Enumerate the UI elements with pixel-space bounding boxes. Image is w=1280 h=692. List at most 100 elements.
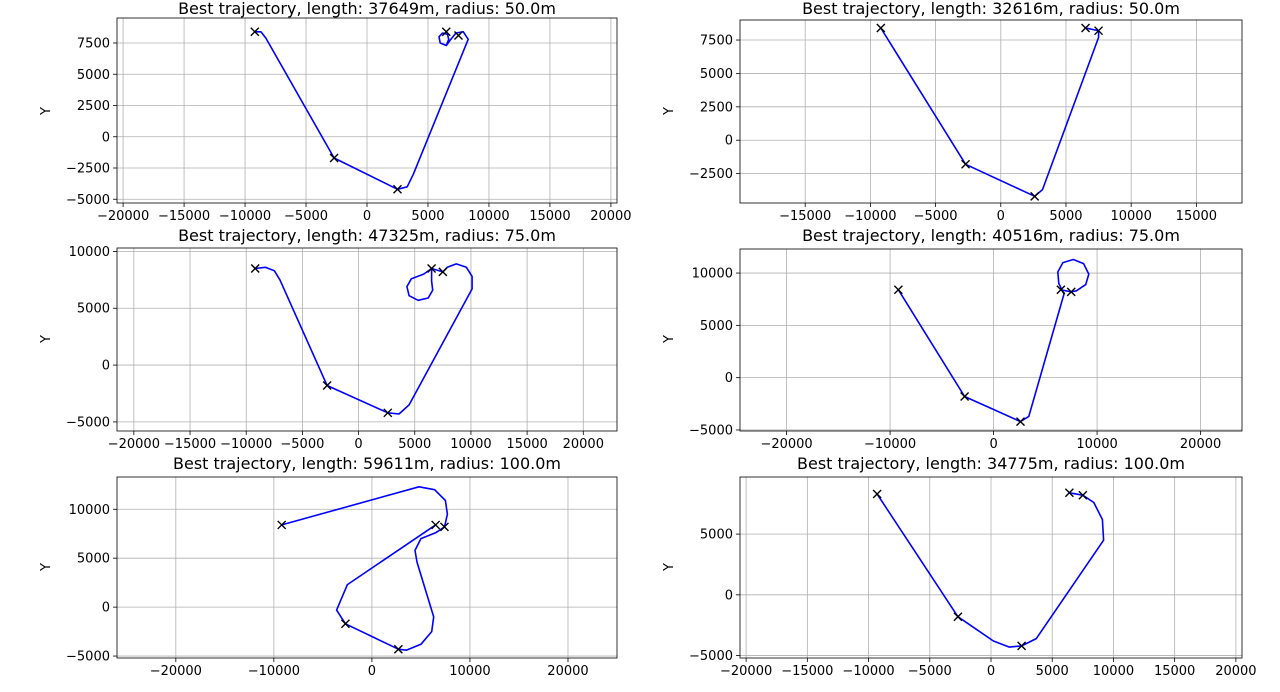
x-tick-label: −10000 (219, 209, 271, 224)
trajectory-line (876, 492, 1105, 648)
x-tick-label: −10000 (842, 664, 894, 679)
waypoint-marker (1066, 287, 1076, 297)
y-tick-label: −5000 (689, 649, 733, 664)
waypoint-marker (1016, 417, 1025, 427)
waypoint-marker (340, 619, 350, 629)
x-tick-label: −5000 (284, 209, 328, 224)
y-tick-label: 5000 (700, 67, 733, 82)
x-tick-label: 15000 (1154, 664, 1195, 679)
subplot-title: Best trajectory, length: 37649m, radius:… (178, 0, 556, 18)
y-tick-label: −5000 (66, 193, 110, 208)
trajectory-line (254, 263, 473, 415)
x-tick-label: 5000 (1036, 664, 1069, 679)
x-tick-label: −10000 (864, 437, 916, 452)
x-tick-label: 10000 (450, 437, 491, 452)
y-tick-label: 5000 (700, 319, 733, 334)
y-tick-label: −5000 (66, 415, 110, 430)
plot-background (117, 477, 617, 658)
x-tick-label: 15000 (1176, 209, 1217, 224)
subplot-title: Best trajectory, length: 59611m, radius:… (173, 454, 561, 473)
x-tick-label: 10000 (468, 209, 509, 224)
x-tick-label: 15000 (506, 437, 547, 452)
waypoint-marker (439, 522, 449, 532)
waypoint-marker (392, 184, 402, 194)
x-tick-label: 5000 (411, 209, 444, 224)
x-tick-label: 20000 (547, 664, 588, 679)
x-tick-label: 5000 (1049, 209, 1082, 224)
y-axis-label: Y (39, 563, 54, 572)
waypoint-marker (960, 391, 970, 401)
x-tick-label: −20000 (720, 664, 772, 679)
subplot-title: Best trajectory, length: 47325m, radius:… (178, 226, 556, 245)
y-tick-label: 10000 (69, 503, 110, 518)
subplot-2: Best trajectory, length: 32616m, radius:… (662, 0, 1243, 224)
x-tick-label: −20000 (150, 664, 202, 679)
x-tick-label: −20000 (760, 437, 812, 452)
x-tick-label: 15000 (529, 209, 570, 224)
waypoint-marker (277, 520, 287, 530)
subplot-title: Best trajectory, length: 40516m, radius:… (802, 226, 1180, 245)
x-tick-label: 5000 (398, 437, 431, 452)
subplot-4: Best trajectory, length: 40516m, radius:… (662, 226, 1243, 452)
y-tick-label: 0 (725, 134, 733, 149)
waypoint-marker (1056, 285, 1066, 295)
x-tick-label: −20000 (97, 209, 149, 224)
waypoint-marker (329, 153, 339, 163)
y-tick-label: 5000 (77, 302, 110, 317)
trajectory-line (254, 31, 469, 191)
y-tick-label: 0 (102, 601, 110, 616)
plot-area (117, 477, 617, 658)
plot-area (117, 248, 617, 431)
x-tick-label: 0 (997, 209, 1005, 224)
y-tick-label: 0 (725, 371, 733, 386)
y-axis-label: Y (662, 107, 677, 116)
x-tick-label: 0 (363, 209, 371, 224)
waypoint-marker (953, 612, 963, 622)
x-tick-label: −10000 (220, 437, 272, 452)
y-tick-label: −5000 (689, 423, 733, 438)
y-tick-label: 7500 (77, 37, 110, 52)
x-tick-label: 0 (354, 437, 362, 452)
waypoint-marker (1081, 23, 1091, 33)
subplot-5: Best trajectory, length: 59611m, radius:… (39, 454, 618, 679)
x-tick-label: 10000 (1076, 437, 1117, 452)
subplot-3: Best trajectory, length: 47325m, radius:… (39, 226, 618, 452)
x-tick-label: 20000 (563, 437, 604, 452)
y-tick-label: 5000 (700, 528, 733, 543)
waypoint-marker (250, 27, 260, 37)
x-tick-label: 10000 (1093, 664, 1134, 679)
y-tick-label: 2500 (77, 99, 110, 114)
y-tick-label: 2500 (700, 100, 733, 115)
plot-background (117, 248, 617, 431)
waypoint-marker (383, 408, 393, 418)
y-tick-label: −2500 (689, 167, 733, 182)
subplot-title: Best trajectory, length: 32616m, radius:… (802, 0, 1180, 18)
y-tick-label: 0 (102, 359, 110, 374)
plot-background (740, 20, 1242, 203)
y-tick-label: 10000 (692, 267, 733, 282)
x-tick-label: 0 (987, 664, 995, 679)
axes-frame (739, 248, 1243, 432)
x-tick-label: 20000 (590, 209, 631, 224)
waypoint-marker (872, 489, 882, 499)
waypoint-marker (438, 267, 448, 277)
x-tick-label: −5000 (280, 437, 324, 452)
waypoint-marker (431, 520, 441, 530)
trajectory-line (897, 258, 1090, 423)
x-tick-label: −5000 (908, 664, 952, 679)
subplot-6: Best trajectory, length: 34775m, radius:… (662, 454, 1257, 679)
plot-area (740, 20, 1242, 203)
x-tick-label: 0 (989, 437, 997, 452)
y-axis-label: Y (39, 335, 54, 344)
x-tick-label: −15000 (158, 209, 210, 224)
waypoint-marker (427, 263, 437, 273)
subplot-1: Best trajectory, length: 37649m, radius:… (39, 0, 632, 224)
x-tick-label: 10000 (449, 664, 490, 679)
x-tick-label: 20000 (1180, 437, 1221, 452)
x-tick-label: −20000 (108, 437, 160, 452)
y-axis-label: Y (662, 335, 677, 344)
x-tick-label: −15000 (781, 664, 833, 679)
waypoint-marker (453, 31, 463, 40)
waypoint-marker (250, 263, 260, 273)
